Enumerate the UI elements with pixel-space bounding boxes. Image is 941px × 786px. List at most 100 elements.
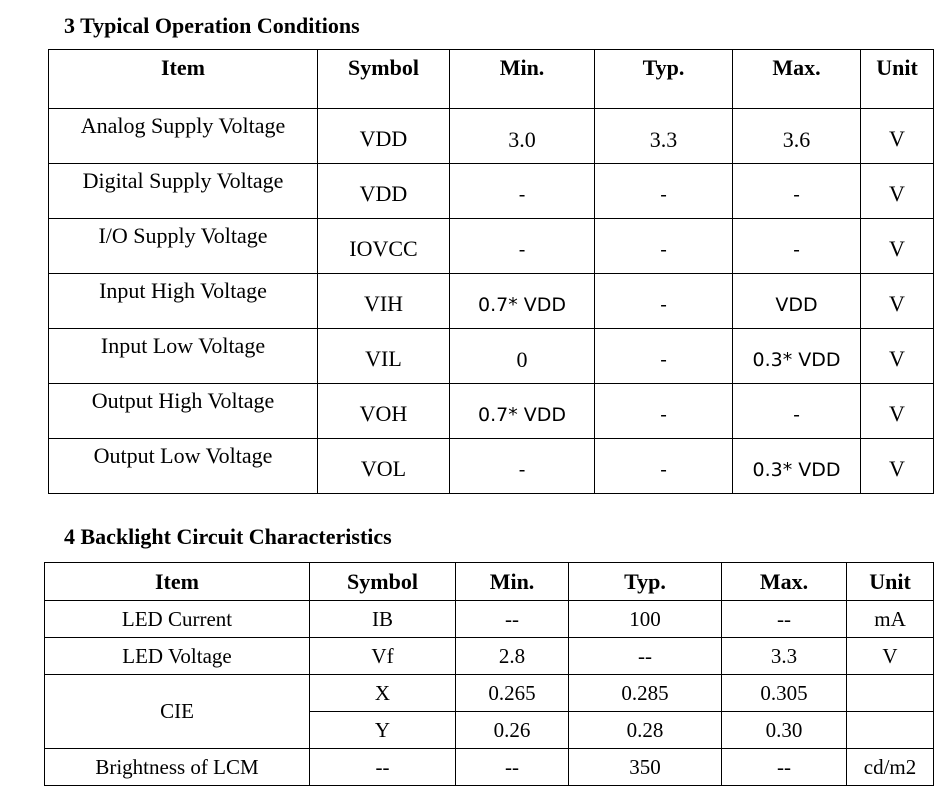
table-row: Output High Voltage VOH 0.7* VDD - - V [48,383,934,439]
cell-unit: cd/m2 [846,748,934,786]
header-typ: Typ. [568,562,722,601]
cell-symbol: IOVCC [317,218,450,274]
cell-typ: -- [568,637,722,675]
header-item: Item [44,562,310,601]
cell-unit: V [860,163,934,219]
cell-typ: 350 [568,748,722,786]
backlight-characteristics-table: Item Symbol Min. Typ. Max. Unit LED Curr… [44,562,934,786]
cell-typ: 0.285 [568,674,722,712]
cell-item: Digital Supply Voltage [48,163,318,219]
cell-max: - [732,383,861,439]
header-symbol: Symbol [309,562,456,601]
cell-min: 0.7* VDD [449,383,595,439]
cell-item: LED Current [44,600,310,638]
cell-max: -- [721,748,847,786]
table-row: I/O Supply Voltage IOVCC - - - V [48,218,934,274]
section-3-title: 3 Typical Operation Conditions [64,13,360,38]
table-row: LED Voltage Vf 2.8 -- 3.3 V [44,637,934,675]
cell-unit: V [860,383,934,439]
section-4-title: 4 Backlight Circuit Characteristics [64,524,392,549]
cell-max: 0.30 [721,711,847,749]
cell-symbol: VOL [317,438,450,494]
cell-max: - [732,163,861,219]
table-row: Brightness of LCM -- -- 350 -- cd/m2 [44,748,934,786]
cell-min: 0.7* VDD [449,273,595,329]
cell-item: CIE [44,674,310,749]
cell-typ: - [594,328,733,384]
cell-symbol: X [309,674,456,712]
header-min: Min. [449,49,595,109]
cell-max: 3.3 [721,637,847,675]
table-row: Digital Supply Voltage VDD - - - V [48,163,934,219]
cell-min: 3.0 [449,108,595,164]
cell-typ: - [594,163,733,219]
header-item: Item [48,49,318,109]
cell-min: 0.265 [455,674,569,712]
cell-min: 2.8 [455,637,569,675]
table-row: Input Low Voltage VIL 0 - 0.3* VDD V [48,328,934,384]
cell-item: Input Low Voltage [48,328,318,384]
cell-symbol: VDD [317,108,450,164]
cell-typ: 0.28 [568,711,722,749]
cell-typ: 3.3 [594,108,733,164]
header-unit: Unit [846,562,934,601]
header-unit: Unit [860,49,934,109]
header-typ: Typ. [594,49,733,109]
table-row: CIE X 0.265 0.285 0.305 [44,674,934,749]
cell-item: Input High Voltage [48,273,318,329]
cell-min: 0.26 [455,711,569,749]
cell-typ: - [594,438,733,494]
typical-operation-conditions-table: Item Symbol Min. Typ. Max. Unit Analog S… [48,49,934,494]
cell-unit: V [846,637,934,675]
cell-unit: V [860,273,934,329]
cell-unit: V [860,328,934,384]
table-header-row: Item Symbol Min. Typ. Max. Unit [44,562,934,601]
cell-unit [846,674,934,712]
cell-typ: - [594,383,733,439]
cell-unit: V [860,218,934,274]
cell-symbol: Y [309,711,456,749]
cell-symbol: -- [309,748,456,786]
header-max: Max. [721,562,847,601]
table-row: Analog Supply Voltage VDD 3.0 3.3 3.6 V [48,108,934,164]
cell-symbol: IB [309,600,456,638]
cell-unit: V [860,438,934,494]
cell-min: - [449,218,595,274]
cell-typ: - [594,218,733,274]
table-row: Output Low Voltage VOL - - 0.3* VDD V [48,438,934,494]
cell-typ: 100 [568,600,722,638]
table-header-row: Item Symbol Min. Typ. Max. Unit [48,49,934,109]
cell-max: 3.6 [732,108,861,164]
cell-max: 0.305 [721,674,847,712]
cell-max: VDD [732,273,861,329]
header-max: Max. [732,49,861,109]
cell-item: Output High Voltage [48,383,318,439]
cell-symbol: Vf [309,637,456,675]
cell-max: -- [721,600,847,638]
cell-symbol: VOH [317,383,450,439]
cell-item: Brightness of LCM [44,748,310,786]
header-symbol: Symbol [317,49,450,109]
cell-min: - [449,438,595,494]
cell-min: - [449,163,595,219]
cell-min: -- [455,600,569,638]
table-row: Input High Voltage VIH 0.7* VDD - VDD V [48,273,934,329]
cell-max: 0.3* VDD [732,328,861,384]
cell-unit: V [860,108,934,164]
cell-min: -- [455,748,569,786]
cell-item: Analog Supply Voltage [48,108,318,164]
header-min: Min. [455,562,569,601]
cell-item: I/O Supply Voltage [48,218,318,274]
cell-max: 0.3* VDD [732,438,861,494]
cell-max: - [732,218,861,274]
cell-item: Output Low Voltage [48,438,318,494]
table-row: Y 0.26 0.28 0.30 [45,711,934,749]
cell-min: 0 [449,328,595,384]
cell-symbol: VDD [317,163,450,219]
cell-typ: - [594,273,733,329]
cell-unit: mA [846,600,934,638]
table-row: LED Current IB -- 100 -- mA [44,600,934,638]
cell-symbol: VIL [317,328,450,384]
cell-item: LED Voltage [44,637,310,675]
cell-symbol: VIH [317,273,450,329]
